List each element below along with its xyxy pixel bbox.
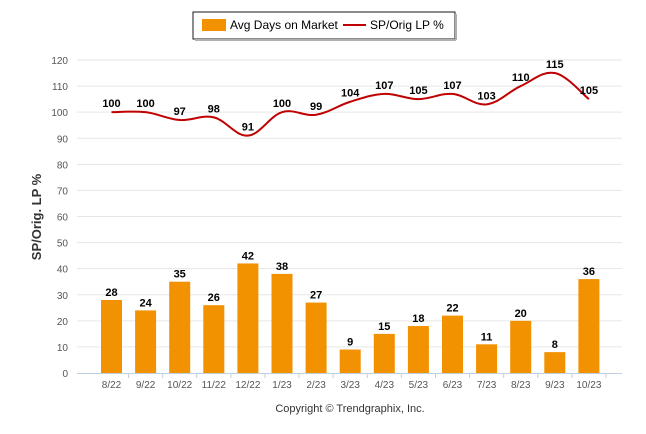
line-data-label: 115	[546, 59, 564, 71]
y-axis-title: SP/Orig. LP %	[29, 173, 44, 260]
line-series	[111, 71, 590, 137]
y-tick-label: 40	[57, 265, 69, 276]
x-tick-label: 11/22	[202, 380, 227, 391]
bar-data-label: 28	[105, 287, 117, 299]
bar	[544, 352, 566, 373]
line-data-labels: 100 100 97 98 91 100 99 104 107 105 107 103 110 115 10…	[102, 59, 598, 134]
y-tick-label: 0	[62, 369, 68, 380]
credits-text: Copyright © Trendgraphix, Inc.	[275, 403, 424, 415]
y-tick-label: 20	[57, 317, 69, 328]
legend-bar-swatch	[202, 19, 226, 31]
bar-data-label: 42	[242, 250, 254, 262]
bar-data-label: 18	[412, 313, 424, 325]
line-data-label: 100	[102, 98, 120, 110]
line-data-label: 100	[136, 98, 154, 110]
x-tick-label: 4/23	[375, 380, 395, 391]
x-axis-ticks: 8/22 9/22 10/22 11/22 12/22 1/23 2/23 3/23 4/23 5…	[102, 373, 607, 391]
x-tick-label: 1/23	[272, 380, 292, 391]
bar-data-label: 38	[276, 261, 288, 273]
bar	[442, 315, 463, 373]
line-data-label: 105	[580, 85, 598, 97]
x-tick-label: 5/23	[409, 380, 429, 391]
y-tick-label: 120	[51, 56, 68, 67]
y-tick-label: 10	[57, 343, 69, 354]
legend: Avg Days on Market SP/Orig LP %	[192, 11, 457, 41]
line-data-label: 99	[310, 101, 322, 113]
bar-data-label: 36	[583, 266, 595, 278]
x-tick-label: 8/23	[511, 380, 531, 391]
line-data-label: 100	[273, 98, 291, 110]
y-tick-label: 80	[57, 160, 69, 171]
legend-box	[192, 11, 456, 40]
bar	[373, 333, 395, 373]
y-tick-label: 110	[52, 82, 68, 93]
line-data-label: 107	[443, 80, 461, 92]
bar	[101, 299, 122, 373]
bar-data-label: 9	[347, 337, 353, 349]
x-tick-label: 6/23	[443, 380, 463, 391]
line-data-label: 105	[409, 85, 427, 97]
x-tick-label: 10/23	[576, 380, 601, 391]
bar	[271, 273, 293, 373]
grid-lines	[77, 59, 622, 348]
bar	[510, 320, 532, 373]
line-data-label: 103	[477, 90, 495, 102]
bar-data-label: 20	[515, 308, 527, 320]
bar-data-label: 26	[208, 292, 220, 304]
y-tick-label: 70	[57, 186, 69, 197]
bar	[237, 263, 259, 373]
bar-series	[101, 263, 600, 373]
bar	[135, 310, 157, 373]
y-tick-label: 90	[57, 134, 69, 145]
y-axis-ticks: 0 10 20 30 40 50 60 70 80 90 100 110 120	[51, 56, 68, 380]
y-tick-label: 60	[57, 213, 69, 224]
bar-data-label: 15	[378, 321, 390, 333]
y-tick-label: 50	[57, 239, 69, 250]
bar-data-label: 35	[174, 269, 186, 281]
line-data-label: 98	[208, 103, 220, 115]
bar	[339, 349, 361, 373]
line-data-label: 107	[375, 80, 393, 92]
bar-data-label: 27	[310, 290, 322, 302]
bar	[407, 326, 429, 373]
bar	[203, 305, 225, 373]
bar-data-label: 8	[552, 339, 558, 351]
x-tick-label: 2/23	[306, 380, 326, 391]
sp-orig-lp-line	[111, 71, 590, 137]
legend-bar-label: Avg Days on Market	[230, 18, 338, 32]
line-data-label: 104	[341, 88, 360, 100]
y-tick-label: 100	[51, 108, 68, 119]
bar	[305, 302, 327, 373]
legend-line-label: SP/Orig LP %	[370, 18, 444, 32]
bar-data-label: 22	[446, 303, 458, 315]
bar-data-labels: 28 24 35 26 42 38 27 9 15 18 22 11 20 8 36	[105, 250, 595, 351]
x-tick-label: 9/22	[136, 380, 156, 391]
y-tick-label: 30	[57, 291, 69, 302]
line-data-label: 97	[174, 106, 186, 118]
x-tick-label: 3/23	[340, 380, 360, 391]
bar	[476, 344, 498, 373]
line-data-label: 110	[512, 72, 530, 84]
line-data-label: 91	[242, 122, 254, 134]
bar-data-label: 24	[139, 297, 152, 309]
x-tick-label: 9/23	[545, 380, 565, 391]
x-tick-label: 10/22	[167, 380, 192, 391]
x-tick-label: 7/23	[477, 380, 497, 391]
bar	[169, 281, 191, 373]
x-tick-label: 8/22	[102, 380, 122, 391]
x-tick-label: 12/22	[235, 380, 260, 391]
bar	[578, 279, 600, 373]
bar-data-label: 11	[481, 331, 493, 343]
